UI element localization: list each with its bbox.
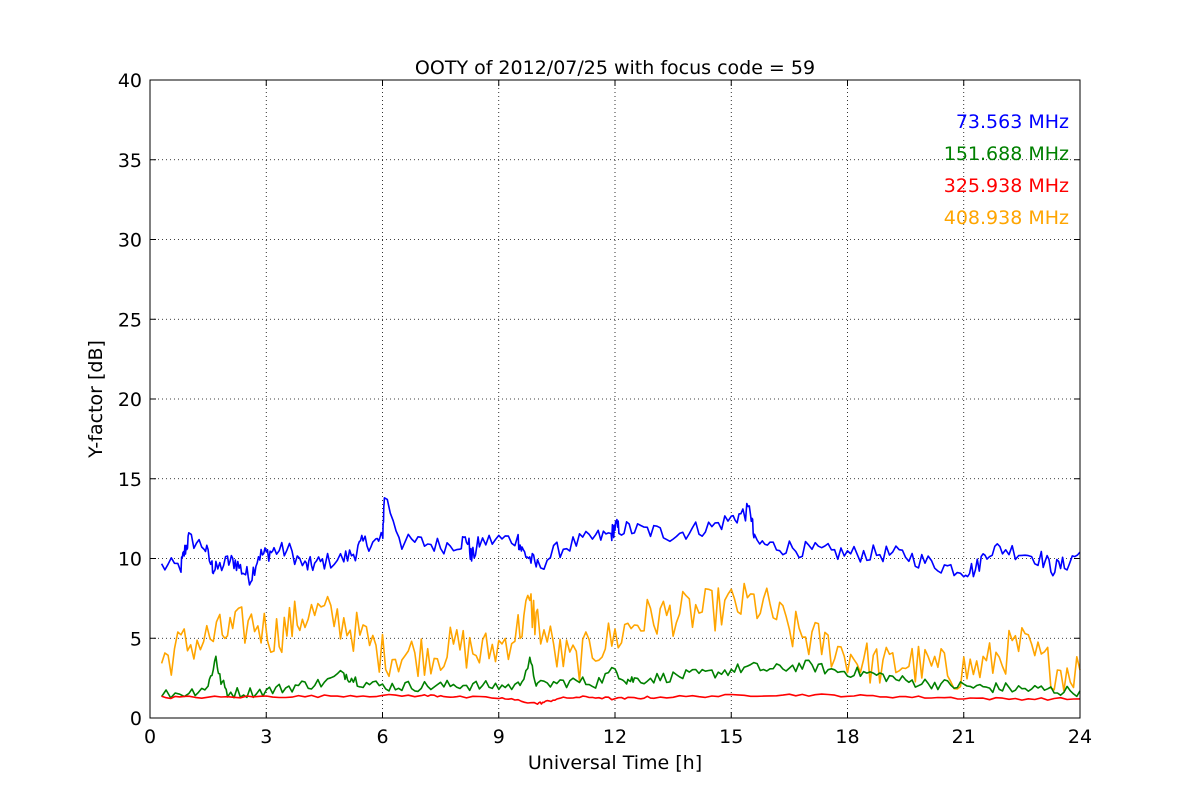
- legend-entry-3: 408.938 MHz: [944, 207, 1069, 229]
- x-axis-label: Universal Time [h]: [528, 752, 702, 774]
- x-tick-label: 18: [835, 726, 859, 748]
- y-tick-label: 35: [118, 150, 142, 172]
- x-tick-label: 21: [952, 726, 976, 748]
- y-tick-label: 20: [118, 389, 142, 411]
- x-tick-label: 9: [493, 726, 505, 748]
- legend-layer: 73.563 MHz 151.688 MHz 325.938 MHz 408.938 …: [944, 111, 1069, 229]
- y-tick-label: 10: [118, 549, 142, 571]
- series-line-3: [160, 582, 1081, 692]
- y-axis-label: Y-factor [dB]: [85, 340, 107, 459]
- x-tick-label: 6: [376, 726, 388, 748]
- x-tick-label: 0: [144, 726, 156, 748]
- x-tick-label: 12: [603, 726, 627, 748]
- series-layer: [160, 496, 1081, 706]
- grid-layer: [150, 80, 1080, 718]
- chart-title: OOTY of 2012/07/25 with focus code = 59: [415, 57, 815, 79]
- y-tick-label: 0: [130, 708, 142, 730]
- x-tick-label: 24: [1068, 726, 1092, 748]
- y-tick-label: 15: [118, 469, 142, 491]
- y-tick-label: 5: [130, 628, 142, 650]
- series-line-1: [160, 655, 1081, 699]
- legend-entry-0: 73.563 MHz: [956, 111, 1069, 133]
- series-line-0: [160, 496, 1081, 586]
- legend-entry-1: 151.688 MHz: [944, 143, 1069, 165]
- x-tick-label: 15: [719, 726, 743, 748]
- legend-entry-2: 325.938 MHz: [944, 175, 1069, 197]
- y-tick-label: 25: [118, 309, 142, 331]
- y-tick-label: 30: [118, 230, 142, 252]
- y-tick-label: 40: [118, 70, 142, 92]
- x-tick-label: 3: [260, 726, 272, 748]
- series-line-2: [161, 693, 1081, 706]
- tick-layer: 0 3 6 9 12 15 18 21 24 0 5 10 15 20 25 30 35 40: [118, 70, 1092, 748]
